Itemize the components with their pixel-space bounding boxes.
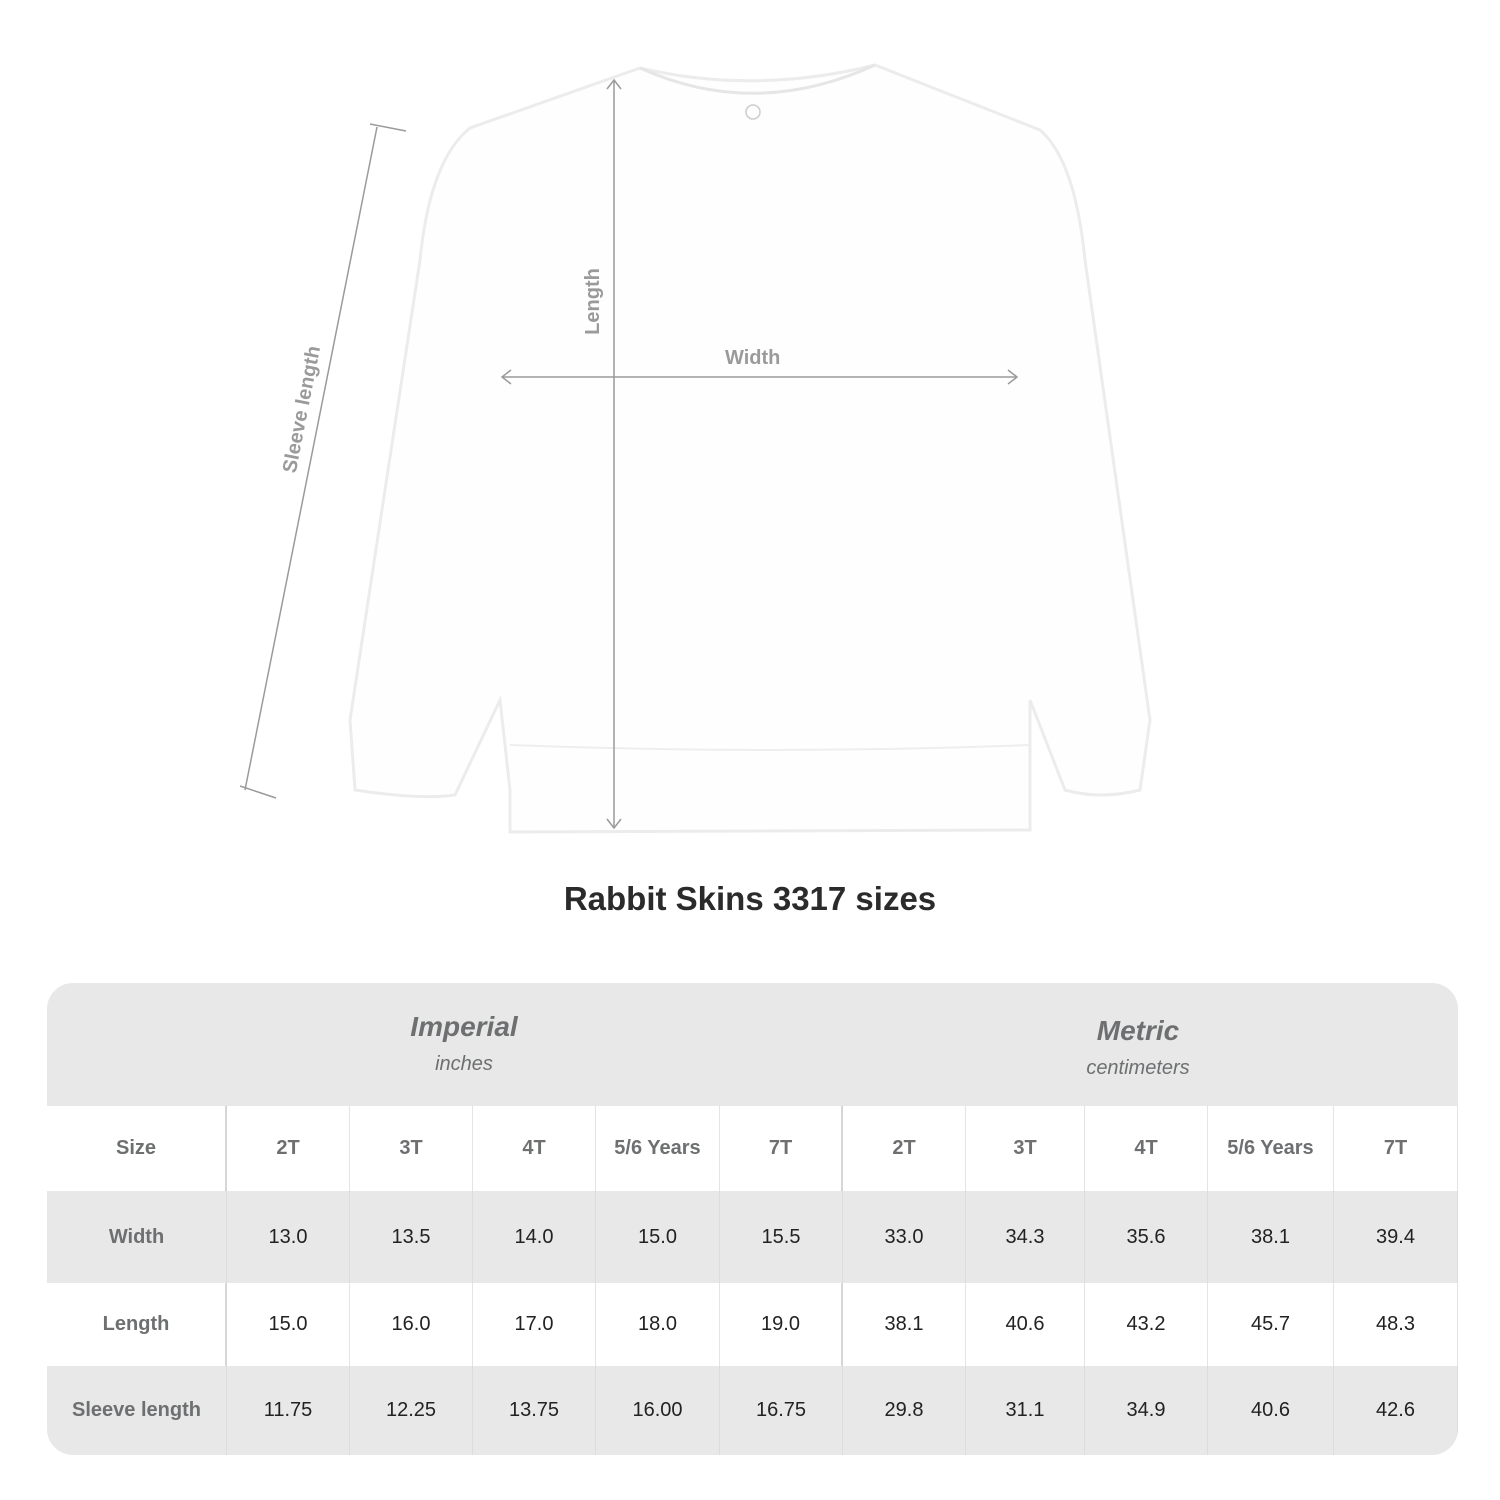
size-header-cell: 4T — [473, 1106, 596, 1191]
table-cell: 40.6 — [966, 1283, 1085, 1366]
table-cell: 15.5 — [720, 1191, 843, 1283]
table-cell: 16.0 — [350, 1283, 473, 1366]
table-cell: 12.25 — [350, 1366, 473, 1455]
metric-unit: centimeters — [1086, 1057, 1190, 1079]
metric-header: Metric centimeters — [938, 1015, 1338, 1080]
table-cell: 34.9 — [1085, 1366, 1208, 1455]
size-header-cell: 2T — [227, 1106, 350, 1191]
row-label: Sleeve length — [47, 1366, 227, 1455]
imperial-title: Imperial — [410, 1011, 518, 1042]
table-header: Imperial inches Metric centimeters — [47, 983, 1458, 1106]
size-header-cell: 5/6 Years — [596, 1106, 720, 1191]
table-cell: 33.0 — [843, 1191, 966, 1283]
size-header-cell: 2T — [843, 1106, 966, 1191]
table-cell: 42.6 — [1334, 1366, 1458, 1455]
table-cell: 38.1 — [1208, 1191, 1334, 1283]
table-cell: 19.0 — [720, 1283, 843, 1366]
size-table: Imperial inches Metric centimeters Size 2… — [47, 983, 1458, 1455]
table-cell: 40.6 — [1208, 1366, 1334, 1455]
table-cell: 35.6 — [1085, 1191, 1208, 1283]
table-cell: 13.75 — [473, 1366, 596, 1455]
table-cell: 13.0 — [227, 1191, 350, 1283]
table-cell: 11.75 — [227, 1366, 350, 1455]
table-row: Length 15.0 16.0 17.0 18.0 19.0 38.1 40.6 43.2 45… — [47, 1283, 1458, 1366]
table-cell: 13.5 — [350, 1191, 473, 1283]
metric-title: Metric — [1096, 1015, 1180, 1046]
table-cell: 15.0 — [596, 1191, 720, 1283]
size-header-row: Size 2T 3T 4T 5/6 Years 7T 2T 3T 4T 5/6 Years 7T — [47, 1106, 1458, 1191]
table-row: Width 13.0 13.5 14.0 15.0 15.5 33.0 34.3 35.6 38.… — [47, 1191, 1458, 1283]
size-header-cell: 5/6 Years — [1208, 1106, 1334, 1191]
table-cell: 38.1 — [843, 1283, 966, 1366]
waistband — [509, 744, 1031, 751]
table-cell: 16.75 — [720, 1366, 843, 1455]
sleeve-arrow — [244, 126, 378, 791]
page-title: Rabbit Skins 3317 sizes — [563, 880, 937, 917]
size-header-cell: 3T — [350, 1106, 473, 1191]
imperial-unit: inches — [435, 1053, 493, 1075]
table-cell: 45.7 — [1208, 1283, 1334, 1366]
table-cell: 17.0 — [473, 1283, 596, 1366]
table-cell: 18.0 — [596, 1283, 720, 1366]
collar — [639, 63, 876, 95]
table-cell: 48.3 — [1334, 1283, 1458, 1366]
table-cell: 34.3 — [966, 1191, 1085, 1283]
size-header-cell: 3T — [966, 1106, 1085, 1191]
sweater-illustration — [348, 63, 1152, 834]
label-logo — [745, 104, 761, 120]
row-label: Length — [47, 1283, 227, 1366]
sweater-diagram — [239, 63, 1152, 834]
table-row: Sleeve length 11.75 12.25 13.75 16.00 16.75 29… — [47, 1366, 1458, 1455]
size-header-cell: 7T — [1334, 1106, 1458, 1191]
length-label: Length — [581, 268, 604, 335]
imperial-header: Imperial inches — [264, 1011, 664, 1076]
table-cell: 29.8 — [843, 1366, 966, 1455]
table-cell: 43.2 — [1085, 1283, 1208, 1366]
row-label: Size — [47, 1106, 227, 1191]
row-label: Width — [47, 1191, 227, 1283]
table-cell: 31.1 — [966, 1366, 1085, 1455]
width-label: Width — [725, 347, 781, 369]
size-header-cell: 4T — [1085, 1106, 1208, 1191]
table-cell: 15.0 — [227, 1283, 350, 1366]
size-header-cell: 7T — [720, 1106, 843, 1191]
table-cell: 14.0 — [473, 1191, 596, 1283]
table-cell: 39.4 — [1334, 1191, 1458, 1283]
table-cell: 16.00 — [596, 1366, 720, 1455]
